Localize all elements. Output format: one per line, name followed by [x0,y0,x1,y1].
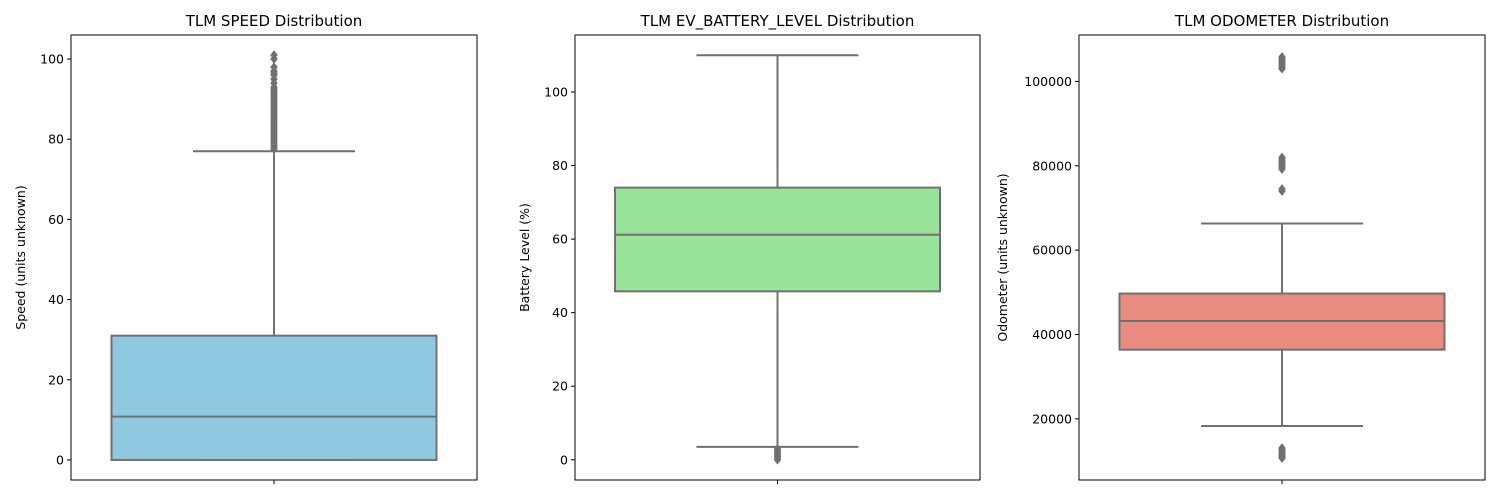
outlier-point [270,62,278,72]
iqr-box [614,186,941,293]
y-tick-label: 40000 [1032,327,1072,342]
y-tick-label: 60 [552,232,568,247]
outlier-point [1278,152,1286,163]
y-tick-label: 60000 [1032,243,1072,258]
subplot-3: TLM ODOMETER Distribution Odometer (units… [995,12,1486,484]
y-tick-label: 100 [40,52,64,67]
y-axis-label: Odometer (units unknown) [995,173,1010,341]
outlier-point [1278,184,1286,194]
y-tick-label: 100000 [1024,74,1072,89]
y-tick-label: 100 [544,85,568,100]
axes-frame [574,34,981,481]
y-tick-label: 40 [552,305,568,320]
axes-frame [70,34,478,481]
y-axis-label: Speed (units unknown) [13,185,28,329]
chart-title: TLM EV_BATTERY_LEVEL Distribution [640,12,915,31]
outlier-point [270,50,278,60]
y-tick-label: 80 [552,158,568,173]
y-tick-label: 40 [48,292,64,307]
axes-frame [1078,34,1486,481]
y-axis-label: Battery Level (%) [517,203,532,312]
y-tick-label: 0 [56,452,64,467]
y-tick-label: 20 [552,379,568,394]
y-tick-label: 80 [48,132,64,147]
y-tick-label: 20 [48,372,64,387]
outlier-point [1278,52,1286,62]
chart-title: TLM ODOMETER Distribution [1174,12,1389,30]
iqr-box [110,334,438,461]
y-tick-label: 20000 [1032,411,1072,426]
y-tick-label: 0 [560,452,568,467]
subplot-1: TLM SPEED Distribution Speed (units unkno… [13,12,478,484]
chart-title: TLM SPEED Distribution [185,12,363,30]
subplot-2: TLM EV_BATTERY_LEVEL Distribution Battery… [517,12,981,484]
outlier-point [773,443,782,454]
outlier-point [1278,443,1286,453]
y-tick-label: 80000 [1032,158,1072,173]
y-tick-label: 60 [48,212,64,227]
